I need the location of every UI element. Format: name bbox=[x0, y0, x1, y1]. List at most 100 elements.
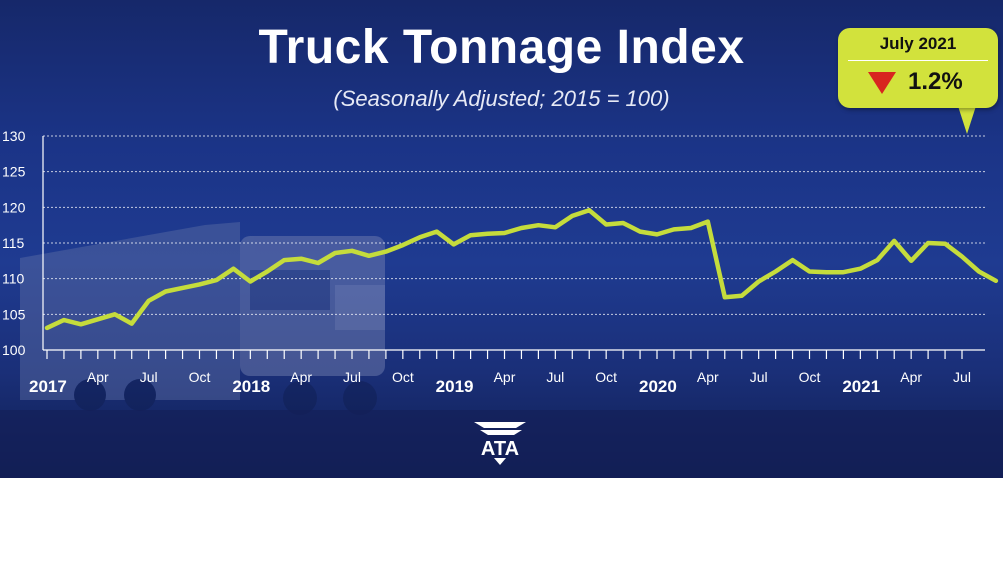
data-point bbox=[96, 317, 100, 321]
data-point bbox=[706, 220, 710, 224]
data-point bbox=[655, 232, 659, 237]
data-point bbox=[316, 261, 320, 265]
data-point bbox=[214, 278, 219, 282]
data-point bbox=[519, 226, 524, 230]
chart-subtitle: (Seasonally Adjusted; 2015 = 100) bbox=[333, 86, 670, 111]
data-point bbox=[164, 289, 168, 294]
x-month-label: Oct bbox=[392, 369, 414, 385]
x-month-label: Apr bbox=[290, 369, 312, 385]
data-point bbox=[621, 221, 625, 225]
data-point bbox=[113, 312, 117, 316]
x-month-label: Jul bbox=[343, 369, 361, 385]
x-month-label: Oct bbox=[189, 369, 211, 385]
data-point bbox=[909, 259, 913, 263]
x-month-label: Apr bbox=[900, 369, 922, 385]
down-triangle-icon bbox=[868, 72, 896, 94]
data-point bbox=[824, 270, 829, 274]
data-point bbox=[452, 242, 456, 247]
data-point bbox=[858, 267, 862, 271]
data-point bbox=[79, 322, 83, 326]
data-point bbox=[841, 270, 845, 274]
chart-panel: Truck Tonnage Index (Seasonally Adjusted… bbox=[0, 0, 1003, 478]
y-tick-label: 120 bbox=[2, 199, 26, 215]
data-point bbox=[367, 254, 371, 258]
line-chart: 100 105 110 115 120 125 130 2017 Apr Jul Oct 2018 A… bbox=[0, 128, 1003, 478]
data-point bbox=[926, 241, 930, 245]
x-year-label: 2017 bbox=[29, 377, 67, 396]
x-year-label: 2021 bbox=[842, 377, 880, 396]
data-point bbox=[977, 269, 981, 274]
data-point bbox=[197, 282, 202, 286]
data-point bbox=[147, 299, 151, 303]
data-point bbox=[960, 254, 964, 259]
y-tick-label: 110 bbox=[2, 271, 25, 287]
data-point bbox=[485, 232, 490, 236]
data-point bbox=[45, 326, 49, 330]
data-point bbox=[587, 208, 591, 212]
data-point bbox=[435, 229, 439, 234]
data-point bbox=[299, 257, 303, 261]
data-point bbox=[553, 225, 557, 229]
truck-silhouette-icon bbox=[20, 222, 385, 415]
data-point bbox=[638, 229, 642, 234]
x-month-label: Jul bbox=[750, 369, 768, 385]
axes bbox=[42, 136, 985, 359]
callout-date: July 2021 bbox=[879, 34, 957, 53]
data-point bbox=[502, 231, 507, 235]
ata-logo: ATA bbox=[474, 422, 526, 465]
x-year-label: 2018 bbox=[232, 377, 270, 396]
data-point bbox=[62, 318, 66, 322]
data-point bbox=[469, 233, 473, 237]
data-point bbox=[130, 322, 134, 326]
data-point bbox=[994, 279, 998, 283]
data-point bbox=[401, 243, 405, 247]
data-point bbox=[384, 249, 388, 254]
y-tick-label: 130 bbox=[2, 128, 26, 144]
data-point bbox=[350, 249, 354, 253]
y-tick-label: 125 bbox=[2, 164, 26, 180]
ata-logo-text: ATA bbox=[481, 438, 519, 460]
data-point bbox=[604, 222, 608, 227]
grid-lines bbox=[43, 135, 985, 315]
x-month-label: Apr bbox=[494, 369, 516, 385]
data-point bbox=[790, 258, 795, 262]
x-month-label: Jul bbox=[546, 369, 564, 385]
x-year-label: 2020 bbox=[639, 377, 677, 396]
data-point bbox=[689, 226, 693, 230]
y-tick-label: 100 bbox=[2, 342, 26, 358]
data-point bbox=[265, 269, 269, 274]
data-point bbox=[672, 227, 676, 232]
data-point bbox=[892, 239, 896, 243]
callout-bubble: July 2021 1.2% bbox=[838, 28, 998, 108]
data-point bbox=[570, 214, 574, 218]
chart-title: Truck Tonnage Index bbox=[258, 21, 745, 74]
callout-divider bbox=[848, 60, 988, 61]
y-tick-label: 115 bbox=[2, 235, 25, 251]
callout-value: 1.2% bbox=[908, 68, 963, 95]
data-point bbox=[282, 258, 286, 262]
x-month-label: Oct bbox=[799, 369, 821, 385]
data-point bbox=[723, 295, 727, 299]
x-month-label: Apr bbox=[697, 369, 719, 385]
y-tick-labels: 100 105 110 115 120 125 130 bbox=[2, 128, 26, 358]
road bbox=[0, 410, 1003, 478]
data-point bbox=[180, 286, 185, 290]
x-month-label: Jul bbox=[953, 369, 971, 385]
x-month-label: Apr bbox=[87, 369, 109, 385]
data-point bbox=[875, 258, 879, 262]
series bbox=[44, 207, 999, 331]
data-point bbox=[418, 235, 422, 239]
data-point bbox=[757, 279, 761, 284]
data-point bbox=[740, 294, 744, 298]
data-point bbox=[774, 269, 778, 274]
x-month-label: Oct bbox=[595, 369, 617, 385]
callout-tail bbox=[958, 106, 976, 134]
x-month-label: Jul bbox=[140, 369, 158, 385]
y-tick-label: 105 bbox=[2, 306, 26, 322]
x-tick-labels: 2017 Apr Jul Oct 2018 Apr Jul Oct 2019 Apr Jul Oct 2… bbox=[29, 369, 971, 396]
x-year-label: 2019 bbox=[436, 377, 474, 396]
data-point bbox=[231, 267, 235, 271]
data-point bbox=[333, 251, 337, 255]
data-point bbox=[536, 223, 540, 227]
data-point bbox=[248, 279, 252, 284]
